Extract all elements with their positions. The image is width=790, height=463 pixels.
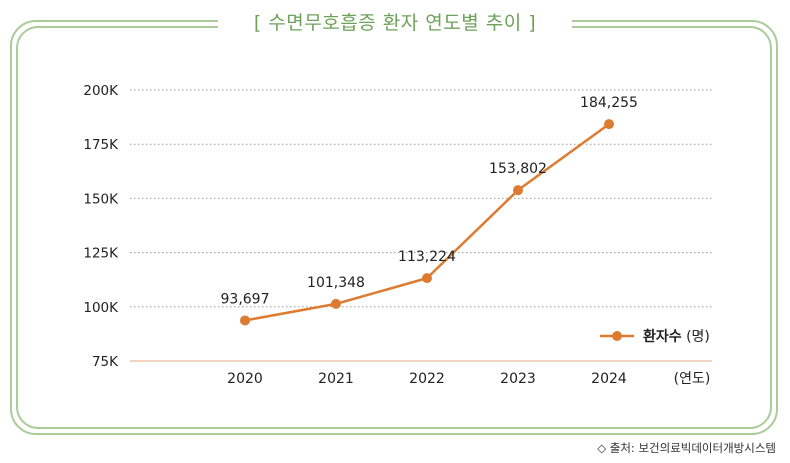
- legend-label: 환자수 (명): [643, 328, 710, 345]
- x-tick-label: 2020: [227, 371, 263, 387]
- x-tick-label: 2024: [591, 371, 627, 387]
- data-point: [513, 185, 523, 196]
- data-label: 93,697: [221, 291, 270, 307]
- legend-series-name: 환자수: [643, 328, 682, 345]
- series-line: [243, 122, 611, 322]
- data-point: [331, 298, 341, 309]
- y-tick-label: 100K: [83, 300, 119, 316]
- chart-title-container: [ 수면무호흡증 환자 연도별 추이 ]: [218, 4, 572, 38]
- x-tick-label: 2022: [409, 371, 445, 387]
- x-tick-label: 2021: [318, 371, 354, 387]
- data-label: 184,255: [580, 95, 638, 111]
- data-point: [604, 119, 614, 130]
- x-tick-label: 2023: [500, 371, 536, 387]
- data-label: 101,348: [307, 275, 365, 291]
- data-label: 153,802: [489, 161, 547, 177]
- y-tick-label: 175K: [83, 137, 119, 153]
- x-axis-label: (연도): [674, 371, 711, 387]
- legend-marker: [612, 331, 622, 341]
- y-tick-label: 200K: [83, 83, 119, 99]
- source-note: ◇ 출처: 보건의료빅데이터개방시스템: [597, 441, 776, 455]
- data-point: [240, 315, 250, 326]
- data-point: [422, 273, 432, 284]
- legend-unit: (명): [682, 329, 710, 345]
- y-tick-label: 125K: [83, 246, 119, 262]
- data-label: 113,224: [398, 249, 456, 265]
- chart-title: [ 수면무호흡증 환자 연도별 추이 ]: [253, 11, 537, 34]
- y-tick-label: 75K: [92, 354, 119, 370]
- y-tick-label: 150K: [83, 191, 119, 207]
